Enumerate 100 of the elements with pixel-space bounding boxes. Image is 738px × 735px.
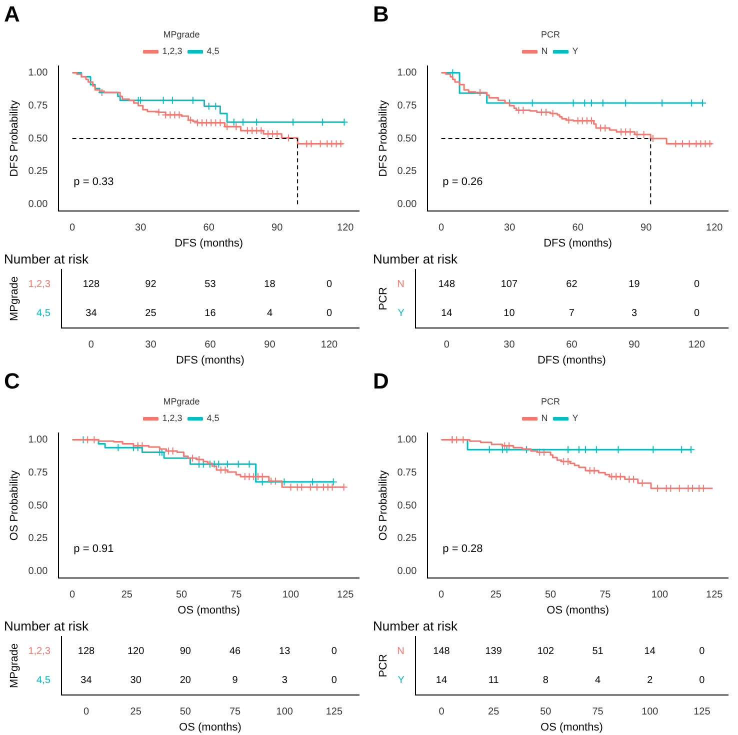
x-tick-label: 0 [83, 706, 90, 718]
x-tick-label: 25 [121, 590, 133, 601]
legend-label: 4,5 [206, 413, 220, 424]
y-tick-label: 0.25 [397, 533, 418, 544]
legend-title: PCR [540, 396, 560, 406]
y-axis-title: OS Probability [378, 470, 390, 541]
y-axis-title: DFS Probability [8, 100, 21, 177]
x-tick-label: 125 [706, 590, 724, 601]
chart-title: Number at risk [373, 618, 458, 634]
y-axis-title: OS Probability [8, 470, 21, 541]
x-tick-label: 120 [688, 340, 706, 351]
y-tick-label: 0.75 [397, 100, 418, 112]
legend-label: 1,2,3 [162, 46, 182, 56]
legend-label: Y [572, 413, 578, 424]
data-label: 25 [145, 308, 157, 319]
x-tick-label: 75 [230, 590, 242, 601]
chart-title: D [373, 368, 389, 394]
legend-label: Y [572, 46, 578, 56]
data-label: 11 [488, 675, 500, 686]
data-label: 0 [694, 278, 700, 290]
data-label: 128 [82, 278, 100, 290]
x-tick-label: 0 [70, 222, 76, 234]
x-tick-label: 0 [444, 340, 450, 351]
y-axis-title: MPgrade [8, 276, 21, 322]
x-tick-label: 120 [337, 222, 354, 234]
data-label: 3 [282, 675, 288, 686]
data-label: 30 [130, 675, 142, 686]
data-label: 107 [500, 278, 518, 290]
y-tick-label: Y [398, 675, 405, 686]
x-tick-label: 30 [504, 340, 516, 351]
x-tick-label: 30 [145, 340, 157, 351]
x-axis-title: DFS (months) [176, 354, 244, 366]
data-label: 8 [542, 675, 549, 686]
y-tick-label: 1,2,3 [28, 646, 51, 657]
y-tick-label: 0.50 [28, 133, 48, 144]
data-label: 9 [232, 675, 238, 686]
data-label: 20 [180, 675, 192, 686]
data-label: 34 [80, 675, 92, 686]
legend-title: PCR [540, 29, 560, 40]
x-tick-label: 75 [592, 706, 604, 718]
data-label: 0 [331, 675, 338, 686]
data-label: 92 [145, 278, 157, 290]
y-tick-label: 0.25 [28, 166, 48, 178]
x-axis-title: OS (months) [546, 604, 610, 616]
legend-title: MPgrade [163, 29, 200, 40]
x-tick-label: 30 [504, 222, 516, 234]
chart-title: Number at risk [4, 251, 90, 266]
y-tick-label: 0.75 [28, 467, 48, 478]
x-tick-label: 100 [642, 706, 659, 718]
annotation: p = 0.26 [442, 176, 483, 188]
x-tick-label: 50 [540, 706, 552, 718]
x-tick-label: 0 [438, 590, 445, 601]
x-axis-title: DFS (months) [537, 354, 606, 366]
data-label: 148 [438, 278, 456, 290]
x-axis-title: DFS (months) [544, 237, 612, 250]
data-label: 16 [204, 308, 216, 319]
y-tick-label: 0.75 [28, 100, 48, 112]
x-tick-label: 50 [180, 706, 192, 718]
chart-title: C [4, 368, 20, 394]
y-tick-label: N [397, 278, 404, 290]
data-label: 148 [433, 646, 450, 657]
y-tick-label: 0.00 [28, 566, 48, 577]
data-label: 0 [694, 308, 700, 319]
annotation: p = 0.33 [74, 176, 114, 188]
data-label: 34 [86, 308, 98, 319]
y-tick-label: 1.00 [28, 434, 48, 446]
x-tick-label: 120 [320, 340, 338, 351]
x-tick-label: 0 [438, 222, 445, 234]
y-tick-label: 0.75 [397, 467, 418, 478]
x-tick-label: 60 [572, 222, 584, 234]
y-tick-label: 0.00 [397, 198, 418, 210]
x-tick-label: 90 [628, 340, 640, 351]
x-tick-label: 30 [135, 222, 147, 234]
y-tick-label: 4,5 [36, 308, 51, 319]
data-label: 10 [504, 308, 516, 319]
data-label: 102 [537, 646, 554, 657]
chart-title: Number at risk [373, 251, 458, 266]
legend-label: 4,5 [206, 46, 220, 56]
y-tick-label: 0.50 [397, 500, 418, 512]
data-label: 51 [592, 646, 604, 657]
data-label: 0 [699, 675, 706, 686]
data-label: 0 [331, 646, 338, 657]
data-label: 3 [631, 308, 638, 319]
data-label: 128 [78, 646, 96, 657]
x-tick-label: 0 [70, 590, 76, 601]
x-tick-label: 25 [488, 706, 500, 718]
legend-label: N [541, 46, 548, 56]
data-label: 0 [699, 646, 706, 657]
y-tick-label: Y [398, 308, 405, 319]
legend-label: N [541, 413, 548, 424]
data-label: 19 [628, 278, 640, 290]
x-tick-label: 60 [204, 340, 216, 351]
y-tick-label: N [397, 646, 404, 657]
x-tick-label: 120 [706, 222, 724, 234]
data-label: 13 [279, 646, 291, 657]
x-tick-label: 90 [272, 222, 284, 234]
x-axis-title: DFS (months) [174, 237, 244, 250]
x-tick-label: 125 [694, 706, 711, 718]
y-tick-label: 0.00 [28, 198, 48, 210]
data-label: 46 [229, 646, 242, 657]
